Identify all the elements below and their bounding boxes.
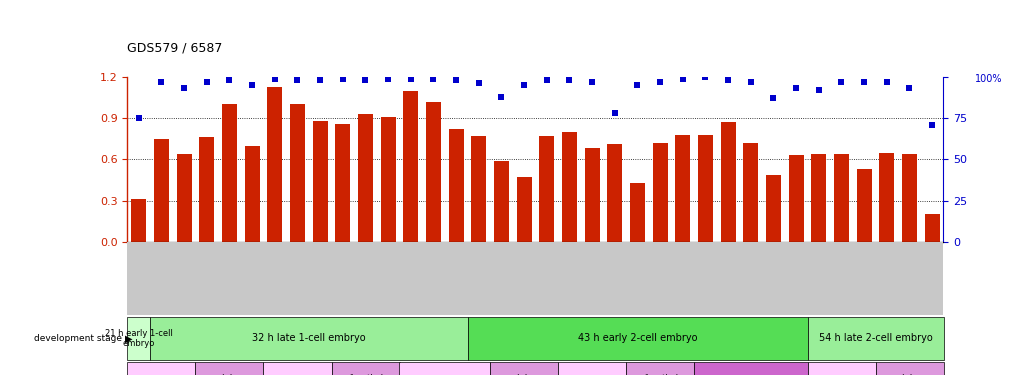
- Point: [742, 79, 758, 85]
- Bar: [765, 174, 781, 242]
- Point: [584, 79, 600, 85]
- Bar: [584, 148, 599, 242]
- Point: [788, 86, 804, 92]
- Point: [923, 122, 940, 128]
- Bar: [426, 102, 440, 242]
- Bar: [878, 153, 894, 242]
- Point: [833, 79, 849, 85]
- Text: development stage: development stage: [35, 334, 122, 343]
- Bar: [901, 154, 916, 242]
- Point: [357, 77, 373, 83]
- Y-axis label: 100%: 100%: [974, 74, 1001, 84]
- Bar: [471, 136, 486, 242]
- Point: [855, 79, 871, 85]
- Point: [629, 82, 645, 88]
- Bar: [652, 143, 666, 242]
- Point: [810, 87, 826, 93]
- Point: [560, 77, 577, 83]
- Bar: [856, 169, 870, 242]
- Bar: [675, 135, 690, 242]
- Point: [470, 81, 486, 87]
- Point: [380, 75, 396, 81]
- Bar: [743, 143, 757, 242]
- Bar: [788, 155, 803, 242]
- Bar: [493, 161, 508, 242]
- Text: GDS579 / 6587: GDS579 / 6587: [127, 41, 223, 54]
- Bar: [517, 177, 531, 242]
- Point: [877, 79, 894, 85]
- Point: [764, 95, 781, 101]
- Bar: [335, 124, 350, 242]
- Point: [516, 82, 532, 88]
- Text: dimethyl
sulfoxide: dimethyl sulfoxide: [346, 374, 384, 375]
- Point: [266, 75, 282, 81]
- Text: alpha
amanitine: alpha amanitine: [502, 374, 545, 375]
- Text: 21 h early 1-cell
embryo: 21 h early 1-cell embryo: [105, 329, 172, 348]
- Bar: [924, 214, 938, 242]
- Point: [493, 94, 510, 100]
- Point: [130, 115, 147, 121]
- Text: dimethyl
sulfoxide: dimethyl sulfoxide: [641, 374, 679, 375]
- Text: alpha
amanitine: alpha amanitine: [888, 374, 929, 375]
- Bar: [313, 121, 327, 242]
- Point: [697, 74, 713, 80]
- Point: [425, 75, 441, 81]
- Bar: [245, 146, 259, 242]
- Point: [403, 75, 419, 81]
- Bar: [154, 139, 169, 242]
- Point: [651, 79, 667, 85]
- Text: 54 h late 2-cell embryo: 54 h late 2-cell embryo: [818, 333, 931, 344]
- Bar: [267, 87, 282, 242]
- Bar: [720, 122, 735, 242]
- Text: alpha
amanitine: alpha amanitine: [208, 374, 251, 375]
- Point: [199, 79, 215, 85]
- Point: [221, 77, 237, 83]
- Point: [674, 75, 690, 81]
- Bar: [222, 104, 236, 242]
- Bar: [630, 183, 644, 242]
- Point: [538, 77, 554, 83]
- Bar: [539, 136, 553, 242]
- Point: [312, 77, 328, 83]
- Bar: [380, 117, 395, 242]
- Point: [901, 86, 917, 92]
- Point: [289, 77, 306, 83]
- Text: 32 h late 1-cell embryo: 32 h late 1-cell embryo: [252, 333, 365, 344]
- Point: [153, 79, 169, 85]
- Bar: [176, 154, 192, 242]
- Bar: [697, 135, 712, 242]
- Point: [176, 86, 193, 92]
- Bar: [131, 199, 146, 242]
- Bar: [561, 132, 577, 242]
- Point: [606, 110, 623, 116]
- Bar: [358, 114, 373, 242]
- Bar: [834, 154, 848, 242]
- Text: ▶: ▶: [125, 333, 132, 344]
- Point: [719, 77, 736, 83]
- Point: [334, 75, 351, 81]
- Bar: [811, 154, 825, 242]
- Text: 43 h early 2-cell embryo: 43 h early 2-cell embryo: [577, 333, 697, 344]
- Bar: [404, 91, 418, 242]
- Bar: [289, 104, 305, 242]
- Point: [244, 82, 260, 88]
- Bar: [607, 144, 622, 242]
- Bar: [200, 137, 214, 242]
- Bar: [448, 129, 463, 242]
- Point: [447, 77, 464, 83]
